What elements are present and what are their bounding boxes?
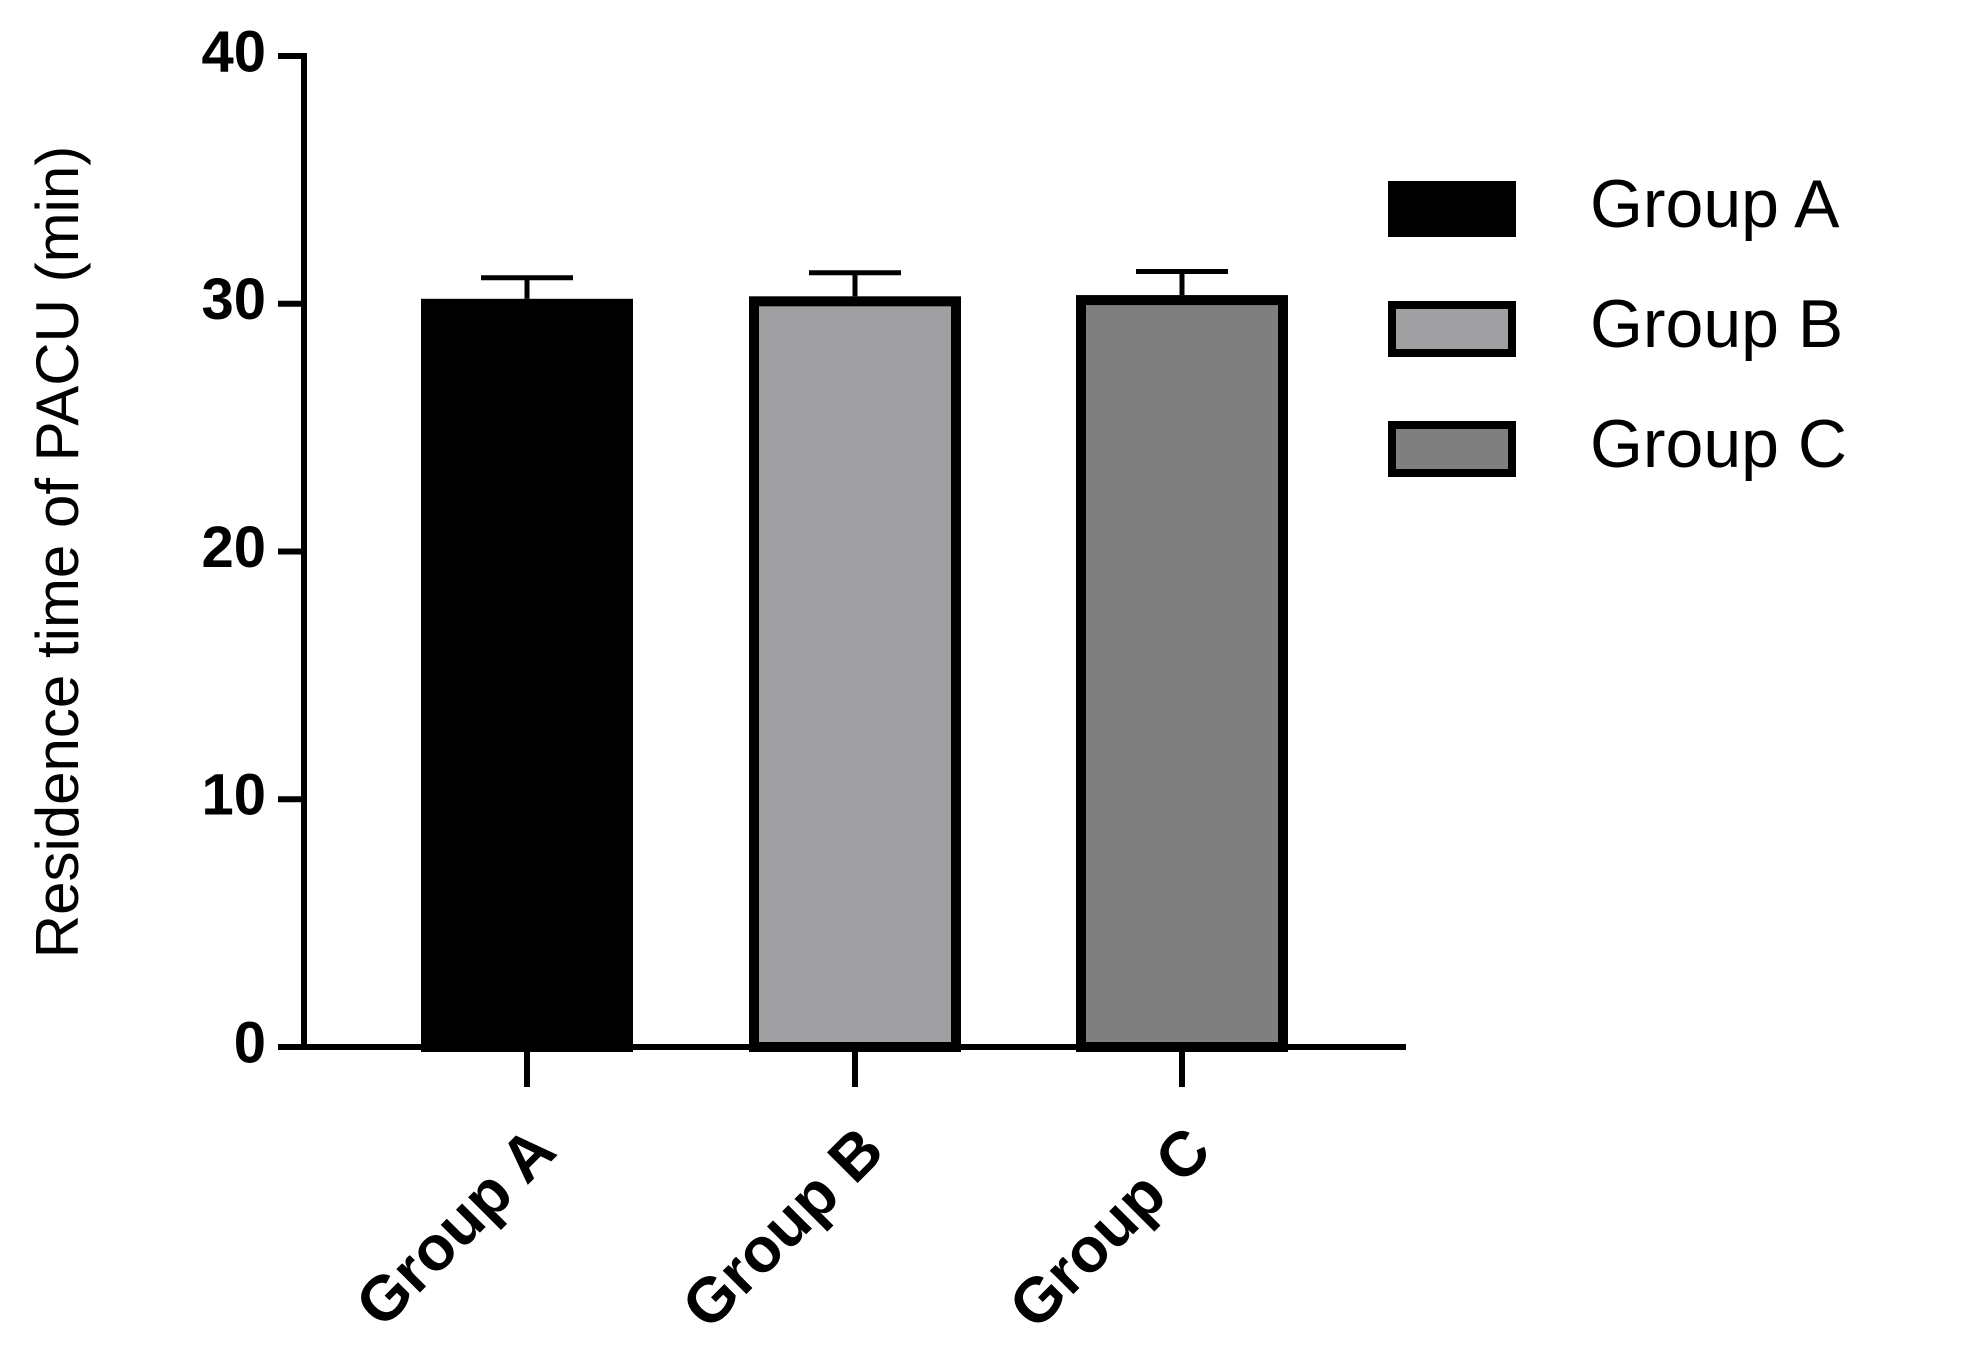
y-tick-label: 0	[234, 1010, 266, 1075]
y-tick-label: 20	[201, 515, 266, 580]
legend-label: Group A	[1590, 166, 1840, 242]
legend-swatch	[1388, 421, 1516, 477]
bar	[749, 296, 961, 1052]
y-tick-label: 10	[201, 763, 266, 828]
legend-label: Group B	[1590, 286, 1843, 362]
x-tick-label: Group C	[996, 1114, 1224, 1342]
x-tick-label: Group A	[343, 1114, 569, 1340]
legend-label: Group C	[1590, 406, 1847, 482]
y-axis-label: Residence time of PACU (min)	[24, 146, 91, 958]
bar	[1076, 295, 1288, 1052]
x-tick-label: Group B	[669, 1114, 897, 1342]
y-tick-label: 40	[201, 19, 266, 84]
y-tick-label: 30	[201, 267, 266, 332]
legend-swatch	[1388, 301, 1516, 357]
bar	[421, 298, 633, 1053]
legend-swatch	[1388, 181, 1516, 237]
